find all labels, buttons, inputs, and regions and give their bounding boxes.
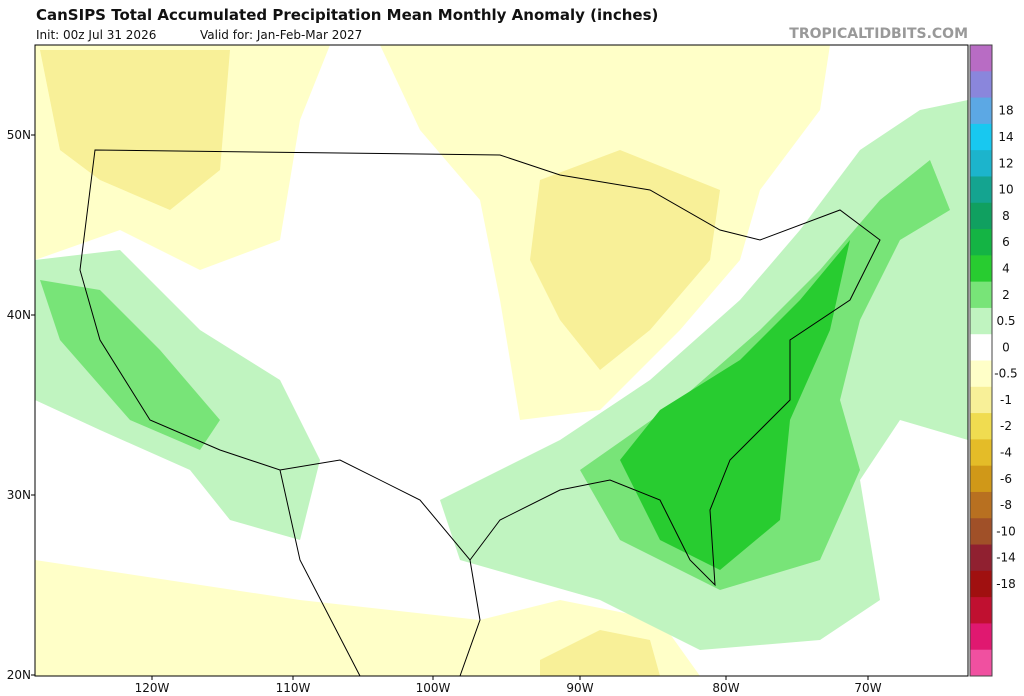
colorbar-segment <box>970 570 992 598</box>
colorbar-label: -14 <box>996 551 1016 565</box>
lon-label: 90W <box>566 681 593 695</box>
watermark: TROPICALTIDBITS.COM <box>789 26 968 42</box>
colorbar-label: -8 <box>1000 498 1012 512</box>
colorbar-label: 0.5 <box>996 314 1015 328</box>
colorbar-segment <box>970 439 992 467</box>
valid: Valid for: Jan-Feb-Mar 2027 <box>200 28 362 42</box>
colorbar-segment <box>970 386 992 414</box>
colorbar-segment <box>970 413 992 440</box>
lat-label: 20N <box>7 668 31 682</box>
colorbar-segment <box>970 518 992 546</box>
colorbar-segment <box>970 360 992 388</box>
lon-label: 100W <box>416 681 451 695</box>
colorbar-segment <box>970 544 992 572</box>
colorbar-label: -1 <box>1000 393 1012 407</box>
colorbar-segment <box>970 255 992 283</box>
colorbar-label: 8 <box>1002 209 1010 223</box>
init: Init: 00z Jul 31 2026 <box>36 28 156 42</box>
colorbar-segment <box>970 281 992 309</box>
colorbar-segment <box>970 123 992 151</box>
colorbar-label: 10 <box>998 183 1013 197</box>
colorbar-segment <box>970 71 992 99</box>
colorbar-segment <box>970 150 992 177</box>
lat-label: 30N <box>7 488 31 502</box>
colorbar-label: 4 <box>1002 261 1010 275</box>
colorbar-label: 2 <box>1002 288 1010 302</box>
colorbar-label: 18 <box>998 104 1013 118</box>
lat-label: 50N <box>7 128 31 142</box>
colorbar-label: -0.5 <box>994 367 1017 381</box>
colorbar-label: 14 <box>998 130 1013 144</box>
title: CanSIPS Total Accumulated Precipitation … <box>36 6 658 24</box>
colorbar-segment <box>970 334 992 361</box>
colorbar-segment <box>970 97 992 125</box>
colorbar-segment <box>970 307 992 335</box>
colorbar-label: -18 <box>996 577 1016 591</box>
map <box>34 44 969 677</box>
colorbar-label: -10 <box>996 524 1016 538</box>
colorbar-segment <box>970 176 992 204</box>
colorbar-segment <box>970 229 992 256</box>
lon-label: 110W <box>276 681 311 695</box>
lon-label: 80W <box>712 681 739 695</box>
colorbar-label: -2 <box>1000 419 1012 433</box>
colorbar-label: 12 <box>998 156 1013 170</box>
colorbar-frame <box>969 44 993 677</box>
colorbar-segment <box>970 202 992 230</box>
colorbar-segment <box>970 491 992 519</box>
colorbar-segment <box>970 649 992 677</box>
lon-label: 120W <box>135 681 170 695</box>
colorbar-segment <box>970 597 992 624</box>
lon-label: 70W <box>854 681 881 695</box>
colorbar-label: 0 <box>1002 340 1010 354</box>
colorbar-label: -4 <box>1000 446 1012 460</box>
colorbar-label: -6 <box>1000 472 1012 486</box>
colorbar-segment <box>970 623 992 651</box>
colorbar-label: 6 <box>1002 235 1010 249</box>
colorbar-segment <box>970 465 992 493</box>
colorbar-segment <box>970 45 992 72</box>
lat-label: 40N <box>7 308 31 322</box>
